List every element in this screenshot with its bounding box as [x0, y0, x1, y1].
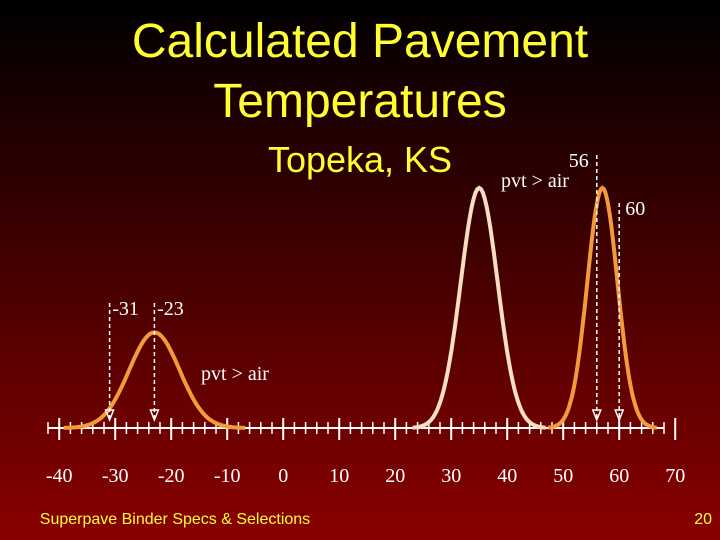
- x-tick-label: -10: [214, 465, 241, 487]
- x-tick-label: -20: [158, 465, 185, 487]
- marker-label: 60: [625, 198, 645, 220]
- x-tick-label: 10: [329, 465, 349, 487]
- marker-label: 56: [569, 150, 589, 172]
- slide-title: Calculated Pavement Temperatures: [132, 15, 588, 128]
- footer: Superpave Binder Specs & Selections: [40, 511, 310, 528]
- annotation: pvt > air: [501, 170, 569, 192]
- marker-arrow: [591, 409, 602, 423]
- marker-arrow: [149, 409, 160, 423]
- plot: -40 -30 -20 -10 0 10 20 30 40 50 60 70 -31 -23 56 60 pvt…: [46, 150, 685, 487]
- marker-label: -23: [157, 298, 184, 320]
- x-tick-label: 20: [385, 465, 405, 487]
- x-tick-label: 30: [441, 465, 461, 487]
- x-tick-label: -40: [46, 465, 73, 487]
- distribution-curve: [547, 185, 657, 430]
- slide-subtitle: Topeka, KS: [268, 139, 452, 180]
- page-number: 20: [694, 511, 712, 528]
- x-tick-label: 0: [278, 465, 288, 487]
- marker-arrow: [614, 409, 625, 423]
- distribution-curve: [412, 185, 546, 430]
- x-tick-label: 60: [609, 465, 629, 487]
- x-tick-label: 70: [665, 465, 685, 487]
- x-tick-label: 50: [553, 465, 573, 487]
- marker-arrow: [104, 409, 115, 423]
- x-tick-label: 40: [497, 465, 517, 487]
- marker-label: -31: [112, 298, 139, 320]
- x-tick-label: -30: [102, 465, 129, 487]
- annotation: pvt > air: [201, 363, 269, 385]
